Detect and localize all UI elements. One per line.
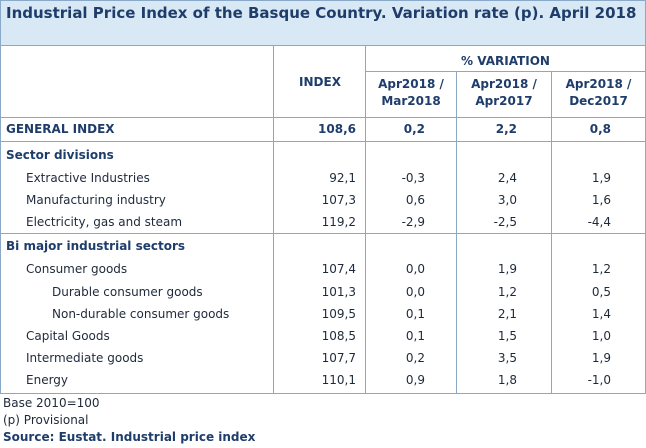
header-divider [366,71,645,72]
row-index: 101,3 [321,285,356,299]
row-index: 107,7 [321,351,356,365]
row-index: 108,5 [321,329,356,343]
col1-header-line1: Apr2018 / [378,77,444,91]
row-v3: -4,4 [587,215,611,229]
section-title: Bi major industrial sectors [6,239,186,253]
section-title: Sector divisions [6,148,114,162]
row-label: Non-durable consumer goods [52,307,230,321]
row-v3: 1,6 [591,193,611,207]
table-row: Extractive Industries 92,1 -0,3 2,4 1,9 [1,167,645,189]
row-v1: 0,6 [405,193,425,207]
table-title-bar: Industrial Price Index of the Basque Cou… [1,1,645,46]
table-row: Electricity, gas and steam 119,2 -2,9 -2… [1,211,645,233]
table-row: Non-durable consumer goods 109,5 0,1 2,1… [1,303,645,325]
row-v2: 3,5 [497,351,517,365]
row-index: 107,3 [321,193,356,207]
col2-header: Apr2018 / Apr2017 [457,76,551,110]
row-index: 92,1 [329,171,356,185]
index-header: INDEX [299,75,341,89]
col3-header: Apr2018 / Dec2017 [552,76,645,110]
general-index-label: GENERAL INDEX [6,122,115,136]
row-label: Intermediate goods [26,351,144,365]
col-divider-v1 [365,46,366,393]
row-label: Electricity, gas and steam [26,215,183,229]
table-row: Durable consumer goods 101,3 0,0 1,2 0,5 [1,281,645,303]
footer-source: Source: Eustat. Industrial price index [3,430,256,444]
col3-header-line1: Apr2018 / [565,77,632,91]
footer-base: Base 2010=100 [3,396,100,410]
row-index: 110,1 [321,373,356,387]
row-v1: 0,0 [405,262,425,276]
row-v2: 2,1 [497,307,517,321]
row-v2: 1,5 [497,329,517,343]
row-label: Energy [26,373,69,387]
row-separator [1,141,645,142]
row-v2: 3,0 [497,193,517,207]
col3-header-line2: Dec2017 [569,94,628,108]
row-index: 119,2 [321,215,356,229]
table-title: Industrial Price Index of the Basque Cou… [6,4,637,22]
table-frame: Industrial Price Index of the Basque Cou… [0,0,646,394]
table-row: Manufacturing industry 107,3 0,6 3,0 1,6 [1,189,645,211]
section-title-row: Bi major industrial sectors [1,235,645,257]
row-v2: 1,9 [497,262,517,276]
col2-header-line2: Apr2017 [475,94,533,108]
row-label: Durable consumer goods [52,285,203,299]
row-label: Extractive Industries [26,171,150,185]
row-label: Capital Goods [26,329,110,343]
row-label: Manufacturing industry [26,193,166,207]
row-v3: 1,9 [591,351,611,365]
row-v3: 0,5 [591,285,611,299]
row-v1: 0,1 [405,307,425,321]
row-index: 109,5 [321,307,356,321]
col-divider-v3 [551,71,552,393]
row-v2: 1,2 [497,285,517,299]
general-v1: 0,2 [403,122,425,136]
row-v3: -1,0 [587,373,611,387]
row-v3: 1,9 [591,171,611,185]
row-v1: -0,3 [401,171,425,185]
row-v1: 0,2 [405,351,425,365]
table-row: Intermediate goods 107,7 0,2 3,5 1,9 [1,347,645,369]
col-divider-v2 [456,71,457,393]
table-header: % VARIATION INDEX Apr2018 / Mar2018 Apr2… [1,46,645,118]
row-separator [1,233,645,234]
col1-header-line2: Mar2018 [381,94,441,108]
general-index-value: 108,6 [318,122,356,136]
table-row: Consumer goods 107,4 0,0 1,9 1,2 [1,258,645,280]
footer-provisional: (p) Provisional [3,413,89,427]
row-v1: 0,1 [405,329,425,343]
col2-header-line1: Apr2018 / [471,77,537,91]
row-v1: 0,9 [405,373,425,387]
section-title-row: Sector divisions [1,144,645,166]
row-v2: 2,4 [497,171,517,185]
row-v1: -2,9 [401,215,425,229]
row-v2: -2,5 [493,215,517,229]
row-v1: 0,0 [405,285,425,299]
row-v2: 1,8 [497,373,517,387]
table-row: Capital Goods 108,5 0,1 1,5 1,0 [1,325,645,347]
general-v2: 2,2 [495,122,517,136]
variation-header: % VARIATION [461,54,550,68]
row-v3: 1,0 [591,329,611,343]
general-index-row: GENERAL INDEX 108,6 0,2 2,2 0,8 [1,118,645,140]
row-index: 107,4 [321,262,356,276]
col1-header: Apr2018 / Mar2018 [366,76,456,110]
table-row: Energy 110,1 0,9 1,8 -1,0 [1,369,645,391]
col-divider-index [273,46,274,393]
general-v3: 0,8 [589,122,611,136]
row-v3: 1,2 [591,262,611,276]
row-v3: 1,4 [591,307,611,321]
row-label: Consumer goods [26,262,128,276]
